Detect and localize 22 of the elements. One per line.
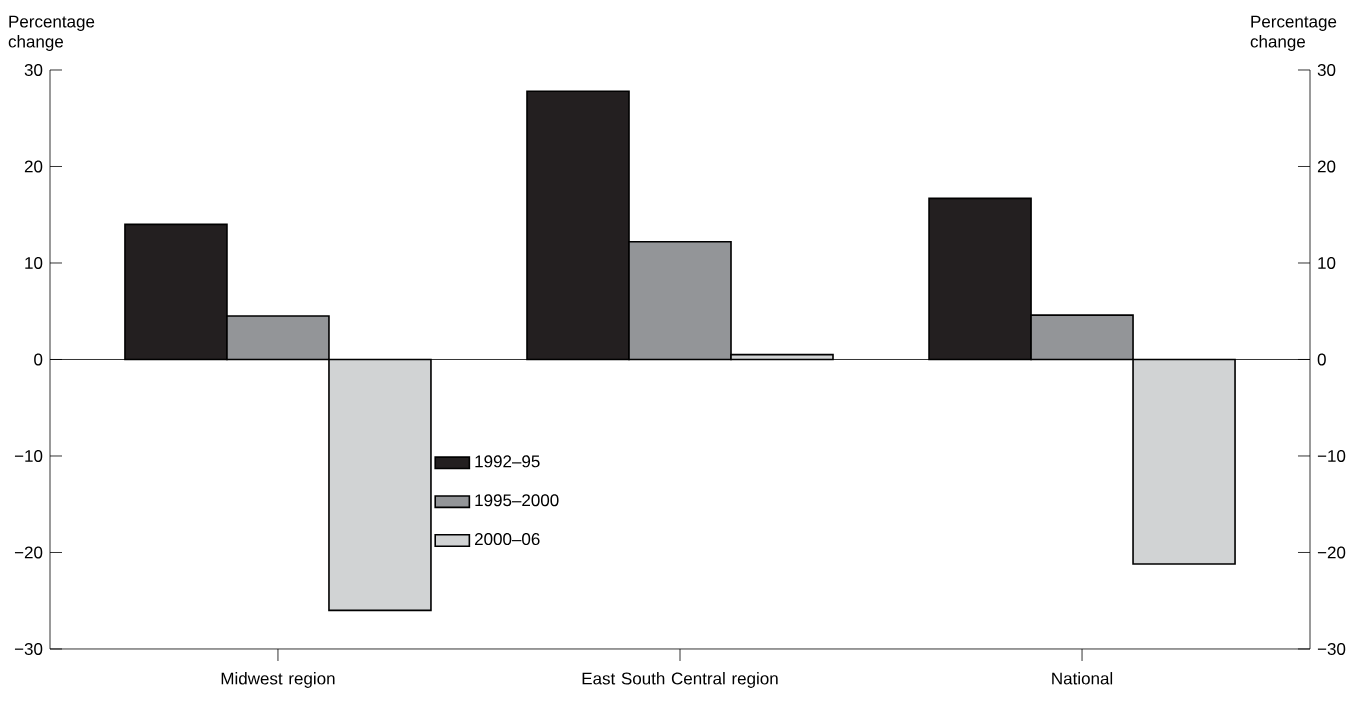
y-tick-label: −30	[14, 642, 43, 655]
x-tick-label: East South Central region	[582, 672, 778, 688]
y-tick-label: 20	[24, 160, 43, 173]
y-tick-label: −20	[14, 546, 43, 559]
y-tick-label: −10	[14, 449, 43, 462]
y2-tick-label: −10	[1317, 449, 1346, 462]
legend-label: 2000–06	[475, 533, 540, 546]
y-tick-label: 30	[24, 63, 43, 76]
x-tick-label: Midwest region	[221, 672, 335, 688]
y2-tick-label: 10	[1318, 256, 1336, 269]
y2-axis-title: Percentage change	[1250, 15, 1337, 51]
legend-label: 1995–2000	[475, 494, 559, 507]
y2-tick-label: −20	[1317, 546, 1346, 559]
y2-tick-label: 30	[1317, 63, 1336, 76]
y-tick-label: 0	[34, 353, 43, 366]
y-tick-label: 10	[25, 256, 43, 269]
y2-tick-label: −30	[1317, 642, 1346, 655]
legend-label: 1992–95	[475, 455, 540, 468]
y2-tick-label: 0	[1317, 353, 1326, 366]
x-tick-label: National	[1052, 672, 1113, 685]
y-axis-title: Percentage change	[8, 15, 95, 51]
y2-tick-label: 20	[1317, 160, 1336, 173]
